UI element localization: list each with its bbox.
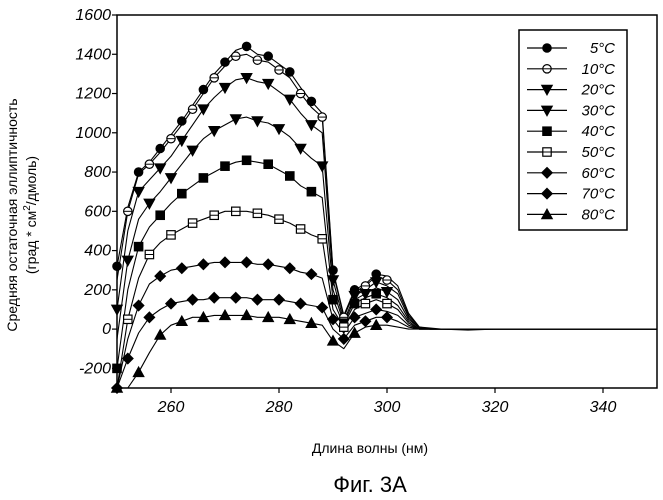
series-point <box>156 211 164 219</box>
series-point <box>382 288 392 297</box>
series-point <box>133 187 143 196</box>
series-point <box>187 294 197 304</box>
series-point <box>177 263 187 273</box>
series-point <box>156 144 164 152</box>
series-point <box>286 172 294 180</box>
legend-label: 30°C <box>581 102 615 119</box>
series-point <box>371 304 381 314</box>
legend-label: 80°C <box>581 206 615 223</box>
y-tick-label: 1600 <box>75 7 111 24</box>
legend-marker <box>543 127 551 135</box>
series-point <box>241 257 251 267</box>
series-point <box>263 80 273 89</box>
series-point <box>328 336 338 345</box>
series-point <box>221 58 229 66</box>
y-tick-label: 1400 <box>75 46 111 63</box>
y-tick-label: 1200 <box>75 86 111 103</box>
series-point <box>349 312 359 322</box>
series-point <box>220 257 230 267</box>
series-point <box>306 121 316 130</box>
series-point <box>360 290 370 299</box>
series-point <box>264 160 272 168</box>
series-point <box>306 269 316 279</box>
series-point <box>285 263 295 273</box>
series-point <box>242 156 250 164</box>
series-point <box>177 316 187 325</box>
legend-label: 40°C <box>581 123 615 140</box>
series-point <box>134 242 142 250</box>
series-point <box>329 295 337 303</box>
y-axis-label: Средняя остаточная эллиптичность (град *… <box>4 98 39 331</box>
y-tick-label: 0 <box>102 321 111 338</box>
series-point <box>263 259 273 269</box>
series-point <box>329 266 337 274</box>
series-point <box>199 85 207 93</box>
y-tick-label: -200 <box>79 360 111 377</box>
legend: 5°C 10°C 20°C 30°C 40°C 50°C 60°C 70°C 80°C <box>519 30 627 230</box>
y-axis-ticks: -200 0 200 400 600 800 1000 1200 1400 1600 <box>75 7 117 377</box>
series-point <box>231 292 241 302</box>
series-point <box>166 298 176 308</box>
legend-label: 20°C <box>580 82 615 99</box>
series-point <box>155 271 165 281</box>
series-point <box>350 299 358 307</box>
series-line-8 <box>117 315 657 388</box>
series-point <box>360 316 370 326</box>
legend-label: 10°C <box>581 61 615 78</box>
series-point <box>177 136 187 145</box>
x-axis-ticks: 260 280 300 320 340 <box>157 388 617 416</box>
series-point <box>178 117 186 125</box>
legend-marker <box>543 44 551 52</box>
x-tick-label: 300 <box>374 399 401 416</box>
plot-markers <box>112 42 392 393</box>
legend-label: 70°C <box>581 186 615 203</box>
series-point <box>317 302 327 312</box>
series-point <box>264 52 272 60</box>
x-tick-label: 340 <box>590 399 617 416</box>
y-axis-label-line2: (град * см2/дмоль) <box>22 156 39 274</box>
figure-caption: Фиг. 3A <box>333 472 407 497</box>
series-point <box>198 105 208 114</box>
series-point <box>372 270 380 278</box>
series-point <box>144 199 154 208</box>
x-tick-label: 260 <box>157 399 185 416</box>
series-point <box>199 174 207 182</box>
legend-label: 50°C <box>581 144 615 161</box>
legend-label: 60°C <box>581 165 615 182</box>
series-point <box>242 42 250 50</box>
series-point <box>371 278 381 287</box>
series-point <box>252 294 262 304</box>
series-point <box>286 68 294 76</box>
series-point <box>133 300 143 310</box>
series-point <box>221 162 229 170</box>
legend-label: 5°C <box>590 40 615 57</box>
y-tick-label: 200 <box>83 282 111 299</box>
series-point <box>295 298 305 308</box>
x-axis-label: Длина волны (нм) <box>312 440 428 456</box>
series-point <box>274 294 284 304</box>
series-point <box>178 189 186 197</box>
series-point <box>209 292 219 302</box>
series-point <box>209 127 219 136</box>
series-point <box>198 259 208 269</box>
x-tick-label: 320 <box>482 399 509 416</box>
y-tick-label: 1000 <box>75 125 111 142</box>
y-axis-label-line1: Средняя остаточная эллиптичность <box>4 98 20 331</box>
series-point <box>133 367 143 376</box>
series-point <box>134 168 142 176</box>
series-point <box>382 312 392 322</box>
series-point <box>144 312 154 322</box>
y-tick-label: 800 <box>84 164 111 181</box>
x-tick-label: 280 <box>265 399 293 416</box>
y-tick-label: 600 <box>84 203 111 220</box>
series-point <box>274 125 284 134</box>
series-point <box>231 115 241 124</box>
series-point <box>307 97 315 105</box>
y-tick-label: 400 <box>84 243 111 260</box>
series-point <box>372 290 380 298</box>
series-point <box>307 187 315 195</box>
